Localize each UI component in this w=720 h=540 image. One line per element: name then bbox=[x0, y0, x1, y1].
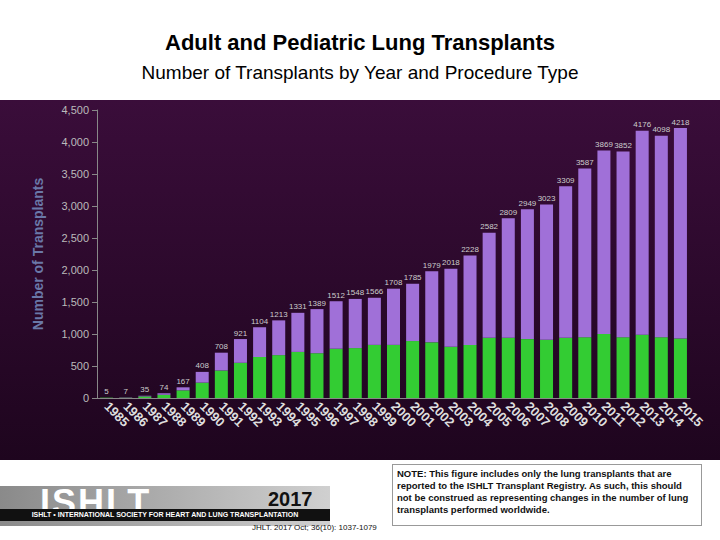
svg-text:1,500: 1,500 bbox=[61, 296, 89, 308]
svg-text:1987: 1987 bbox=[139, 398, 171, 430]
svg-text:1785: 1785 bbox=[404, 273, 422, 282]
svg-text:3,500: 3,500 bbox=[61, 168, 89, 180]
svg-text:1512: 1512 bbox=[327, 291, 345, 300]
svg-text:4,000: 4,000 bbox=[61, 136, 89, 148]
svg-text:2003: 2003 bbox=[445, 398, 477, 430]
svg-text:3587: 3587 bbox=[576, 158, 594, 167]
svg-text:3852: 3852 bbox=[614, 141, 632, 150]
svg-text:1991: 1991 bbox=[216, 398, 248, 430]
svg-text:74: 74 bbox=[159, 383, 168, 392]
svg-text:2809: 2809 bbox=[499, 208, 517, 217]
svg-text:3309: 3309 bbox=[557, 176, 575, 185]
html-text:ISHLT • INTERNATIONAL SOCIETY: ISHLT • INTERNATIONAL SOCIETY FOR HEART … bbox=[31, 511, 299, 518]
svg-text:1331: 1331 bbox=[289, 302, 307, 311]
svg-text:4218: 4218 bbox=[672, 118, 690, 127]
svg-text:1989: 1989 bbox=[177, 398, 209, 430]
html-text:ISHLT: ISHLT bbox=[40, 482, 152, 523]
svg-text:4176: 4176 bbox=[633, 120, 651, 129]
svg-text:2001: 2001 bbox=[407, 398, 439, 430]
svg-text:500: 500 bbox=[71, 360, 89, 372]
svg-text:2000: 2000 bbox=[388, 398, 420, 430]
svg-text:2015: 2015 bbox=[675, 399, 706, 430]
svg-text:1566: 1566 bbox=[365, 287, 383, 296]
svg-text:2005: 2005 bbox=[483, 398, 515, 430]
svg-text:1996: 1996 bbox=[311, 398, 343, 430]
html-text:JHLT. 2017 Oct; 36(10): 1037-1: JHLT. 2017 Oct; 36(10): 1037-1079 bbox=[252, 523, 377, 532]
svg-text:1998: 1998 bbox=[349, 398, 381, 430]
svg-text:2012: 2012 bbox=[617, 398, 649, 430]
svg-text:1,000: 1,000 bbox=[61, 328, 89, 340]
svg-text:Adult and Pediatric Lung Trans: Adult and Pediatric Lung Transplants bbox=[165, 30, 555, 55]
svg-text:3,000: 3,000 bbox=[61, 200, 89, 212]
svg-text:2002: 2002 bbox=[426, 398, 458, 430]
svg-text:1985: 1985 bbox=[101, 398, 133, 430]
svg-text:708: 708 bbox=[215, 342, 229, 351]
svg-text:408: 408 bbox=[196, 361, 210, 370]
svg-text:2,000: 2,000 bbox=[61, 264, 89, 276]
svg-text:5: 5 bbox=[104, 387, 109, 396]
svg-text:1994: 1994 bbox=[273, 398, 305, 430]
svg-text:2013: 2013 bbox=[636, 398, 668, 430]
svg-text:2009: 2009 bbox=[560, 398, 592, 430]
svg-text:Number of Transplants: Number of Transplants bbox=[30, 178, 46, 331]
svg-text:2006: 2006 bbox=[503, 398, 534, 430]
svg-text:1993: 1993 bbox=[254, 398, 286, 430]
svg-text:2018: 2018 bbox=[442, 258, 460, 267]
svg-text:0: 0 bbox=[83, 392, 89, 404]
svg-text:3023: 3023 bbox=[538, 194, 556, 203]
html-text:NOTE: This figure includes onl: NOTE: This figure includes only the lung… bbox=[397, 468, 689, 515]
svg-text:35: 35 bbox=[140, 385, 149, 394]
svg-text:2008: 2008 bbox=[541, 398, 573, 430]
svg-text:1999: 1999 bbox=[369, 398, 401, 430]
svg-text:2228: 2228 bbox=[461, 245, 479, 254]
svg-text:3869: 3869 bbox=[595, 140, 613, 149]
svg-text:7: 7 bbox=[123, 387, 128, 396]
svg-text:2007: 2007 bbox=[522, 398, 554, 430]
svg-text:1986: 1986 bbox=[120, 398, 152, 430]
svg-text:1990: 1990 bbox=[196, 398, 228, 430]
svg-text:2004: 2004 bbox=[464, 398, 496, 430]
svg-text:2,500: 2,500 bbox=[61, 232, 89, 244]
svg-text:1548: 1548 bbox=[346, 288, 364, 297]
svg-text:2582: 2582 bbox=[480, 222, 498, 231]
svg-text:2014: 2014 bbox=[656, 398, 687, 430]
html-text:2017: 2017 bbox=[268, 488, 313, 510]
svg-text:1995: 1995 bbox=[292, 398, 324, 430]
svg-text:1213: 1213 bbox=[270, 310, 288, 319]
svg-text:1708: 1708 bbox=[385, 278, 403, 287]
svg-text:2010: 2010 bbox=[579, 398, 611, 430]
svg-text:2011: 2011 bbox=[598, 398, 630, 430]
svg-text:1988: 1988 bbox=[158, 398, 190, 430]
svg-text:1104: 1104 bbox=[251, 317, 269, 326]
svg-text:4098: 4098 bbox=[652, 125, 670, 134]
svg-text:Number of Transplants by Year: Number of Transplants by Year and Proced… bbox=[142, 62, 579, 83]
svg-text:4,500: 4,500 bbox=[61, 104, 89, 116]
svg-text:1979: 1979 bbox=[423, 261, 441, 270]
svg-text:1389: 1389 bbox=[308, 299, 326, 308]
svg-text:921: 921 bbox=[234, 329, 248, 338]
svg-text:1997: 1997 bbox=[330, 398, 362, 430]
svg-text:167: 167 bbox=[176, 377, 190, 386]
svg-text:1992: 1992 bbox=[235, 398, 267, 430]
svg-text:2949: 2949 bbox=[519, 199, 537, 208]
